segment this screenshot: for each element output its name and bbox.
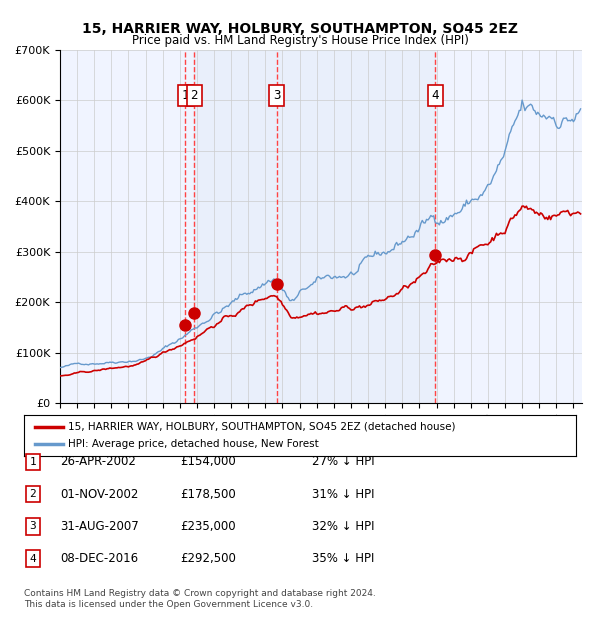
Text: £154,000: £154,000 [180,456,236,468]
Text: 31-AUG-2007: 31-AUG-2007 [60,520,139,533]
Bar [194,50,436,403]
Text: 3: 3 [29,521,37,531]
Text: 1: 1 [182,89,189,102]
Text: 2: 2 [29,489,37,499]
Text: 26-APR-2002: 26-APR-2002 [60,456,136,468]
Text: 3: 3 [273,89,280,102]
Text: 15, HARRIER WAY, HOLBURY, SOUTHAMPTON, SO45 2EZ: 15, HARRIER WAY, HOLBURY, SOUTHAMPTON, S… [82,22,518,36]
Text: 31% ↓ HPI: 31% ↓ HPI [312,488,374,500]
Text: £178,500: £178,500 [180,488,236,500]
Text: 2: 2 [190,89,198,102]
Text: 27% ↓ HPI: 27% ↓ HPI [312,456,374,468]
Text: £292,500: £292,500 [180,552,236,565]
Text: 15, HARRIER WAY, HOLBURY, SOUTHAMPTON, SO45 2EZ (detached house): 15, HARRIER WAY, HOLBURY, SOUTHAMPTON, S… [68,422,455,432]
Text: £235,000: £235,000 [180,520,236,533]
Text: 32% ↓ HPI: 32% ↓ HPI [312,520,374,533]
Text: 08-DEC-2016: 08-DEC-2016 [60,552,138,565]
Text: Price paid vs. HM Land Registry's House Price Index (HPI): Price paid vs. HM Land Registry's House … [131,34,469,47]
Text: 4: 4 [29,554,37,564]
Text: HPI: Average price, detached house, New Forest: HPI: Average price, detached house, New … [68,440,319,450]
Text: Contains HM Land Registry data © Crown copyright and database right 2024.
This d: Contains HM Land Registry data © Crown c… [24,590,376,609]
Text: 4: 4 [431,89,439,102]
Text: 1: 1 [29,457,37,467]
Text: 35% ↓ HPI: 35% ↓ HPI [312,552,374,565]
Text: 01-NOV-2002: 01-NOV-2002 [60,488,139,500]
